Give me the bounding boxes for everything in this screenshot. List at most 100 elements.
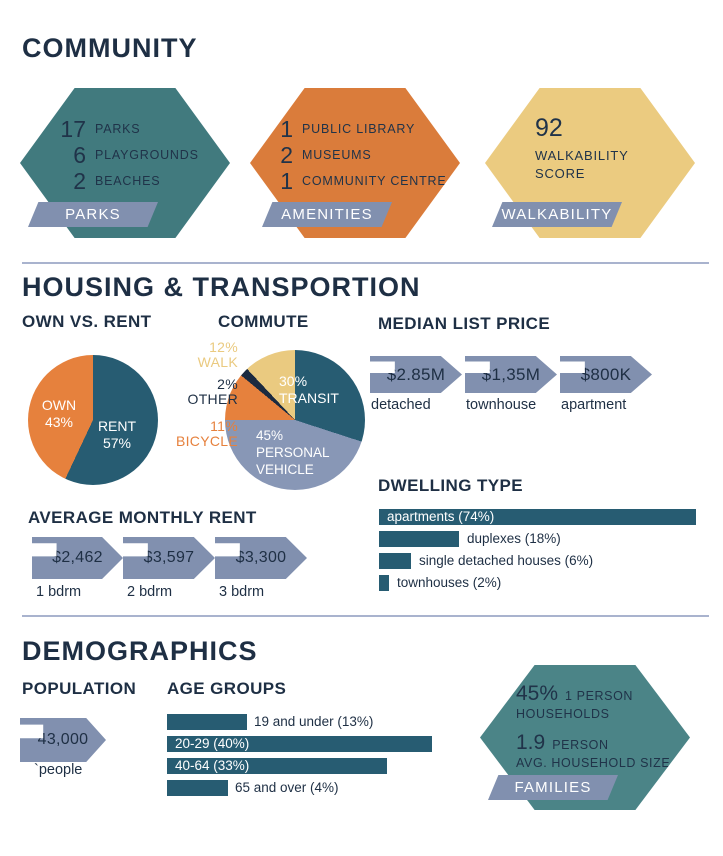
- community-centre-count: 1: [280, 168, 293, 194]
- bar-age-19-under-label: 19 and under (13%): [254, 714, 374, 729]
- one-bdrm-caption: 1 bdrm: [36, 584, 82, 600]
- walkability-score-label-2: SCORE: [535, 166, 586, 181]
- parks-banner: PARKS: [28, 202, 158, 227]
- community-centre-row: 1 COMMUNITY CENTRE: [280, 169, 447, 193]
- average-monthly-rent-title: AVERAGE MONTHLY RENT: [28, 508, 257, 527]
- townhouse-price: $1,35M: [481, 364, 541, 384]
- age-groups-title: AGE GROUPS: [167, 679, 287, 698]
- population-value: 43,000: [37, 731, 89, 748]
- detached-price-tag: $2.85M: [370, 356, 462, 393]
- bar-single-detached-label: single detached houses (6%): [419, 553, 594, 568]
- playgrounds-label: PLAYGROUNDS: [95, 148, 199, 162]
- museums-count: 2: [280, 142, 293, 168]
- library-label: PUBLIC LIBRARY: [302, 122, 416, 136]
- walkability-score: 92: [535, 114, 563, 142]
- walkability-banner: WALKABILITY: [492, 202, 622, 227]
- beaches-row: 2 BEACHES: [60, 169, 199, 193]
- parks-label: PARKS: [95, 122, 141, 136]
- beaches-label: BEACHES: [95, 174, 161, 188]
- parks-row: 17 PARKS: [60, 117, 199, 141]
- amenities-banner-label: AMENITIES: [281, 206, 373, 223]
- bar-age-19-under: [167, 714, 247, 730]
- personal-vehicle-slice-label: 45% PERSONAL VEHICLE: [256, 428, 330, 477]
- townhouse-price-tag: $1,35M: [465, 356, 557, 393]
- library-count: 1: [280, 116, 293, 142]
- amenities-banner: AMENITIES: [262, 202, 392, 227]
- walkability-banner-label: WALKABILITY: [501, 206, 613, 223]
- apartment-price: $800K: [580, 364, 632, 384]
- population-title: POPULATION: [22, 679, 137, 698]
- library-row: 1 PUBLIC LIBRARY: [280, 117, 447, 141]
- detached-caption: detached: [371, 397, 431, 413]
- bicycle-slice-callout: 11% BICYCLE: [175, 418, 238, 449]
- avg-household-line: 1.9 PERSON: [516, 731, 670, 755]
- three-bdrm-caption: 3 bdrm: [219, 584, 265, 600]
- dwelling-type-title: DWELLING TYPE: [378, 476, 523, 495]
- museums-label: MUSEUMS: [302, 148, 372, 162]
- own-vs-rent-pie-chart: OWN 43% RENT 57%: [28, 355, 158, 485]
- bar-single-detached: [379, 553, 411, 569]
- community-title: COMMUNITY: [22, 33, 198, 63]
- parks-stats: 17 PARKS 6 PLAYGROUNDS 2 BEACHES: [60, 117, 199, 195]
- bar-age-65-over-label: 65 and over (4%): [235, 780, 339, 795]
- own-slice-label: OWN 43%: [41, 397, 77, 430]
- playgrounds-row: 6 PLAYGROUNDS: [60, 143, 199, 167]
- person-label: PERSON: [552, 738, 609, 752]
- median-list-price-title: MEDIAN LIST PRICE: [378, 314, 551, 333]
- bar-apartments-label: apartments (74%): [387, 509, 495, 524]
- one-bdrm-rent-tag: $2,462: [32, 537, 123, 579]
- bar-townhouses-label: townhouses (2%): [397, 575, 502, 590]
- bar-duplexes: [379, 531, 459, 547]
- section-divider-2: [22, 615, 709, 617]
- parks-count: 17: [60, 116, 86, 142]
- two-bdrm-rent-tag: $3,597: [123, 537, 215, 579]
- avg-household-size-value: 1.9: [516, 731, 546, 754]
- museums-row: 2 MUSEUMS: [280, 143, 447, 167]
- avg-household-size-label: AVG. HOUSEHOLD SIZE: [516, 756, 671, 770]
- community-centre-label: COMMUNITY CENTRE: [302, 174, 447, 188]
- parks-banner-label: PARKS: [65, 206, 121, 223]
- bar-age-20-29: 20-29 (40%): [167, 736, 432, 752]
- bar-age-65-over: [167, 780, 228, 796]
- apartment-caption: apartment: [561, 397, 627, 413]
- three-bdrm-rent: $3,300: [235, 549, 287, 566]
- beaches-count: 2: [73, 168, 86, 194]
- one-person-label: 1 PERSON: [565, 689, 634, 703]
- housing-title: HOUSING & TRANSPORTION: [22, 272, 421, 302]
- rent-slice-label: RENT 57%: [97, 418, 137, 451]
- families-banner-label: FAMILIES: [514, 779, 592, 796]
- walk-slice-callout: 12% WALK: [197, 339, 238, 370]
- transit-slice-label: 30% TRANSIT: [279, 373, 339, 406]
- bar-townhouses: [379, 575, 389, 591]
- walkability-stats: 92 WALKABILITY SCORE: [535, 114, 629, 181]
- walkability-score-label-1: WALKABILITY: [535, 148, 629, 163]
- other-slice-callout: 2% OTHER: [187, 376, 238, 407]
- bar-age-40-64-label: 40-64 (33%): [175, 758, 250, 773]
- one-person-households-line: 45% 1 PERSON: [516, 682, 670, 706]
- detached-price: $2.85M: [386, 364, 446, 384]
- two-bdrm-caption: 2 bdrm: [127, 584, 173, 600]
- commute-title: COMMUTE: [218, 312, 309, 331]
- apartment-price-tag: $800K: [560, 356, 652, 393]
- one-person-households-pct: 45%: [516, 682, 559, 705]
- section-divider-1: [22, 262, 709, 264]
- bar-age-20-29-label: 20-29 (40%): [175, 736, 250, 751]
- bar-duplexes-label: duplexes (18%): [467, 531, 561, 546]
- amenities-stats: 1 PUBLIC LIBRARY 2 MUSEUMS 1 COMMUNITY C…: [280, 117, 447, 195]
- bar-age-40-64: 40-64 (33%): [167, 758, 387, 774]
- commute-pie-chart: 30% TRANSIT 45% PERSONAL VEHICLE: [225, 350, 365, 490]
- one-bdrm-rent: $2,462: [52, 549, 103, 566]
- townhouse-caption: townhouse: [466, 397, 537, 413]
- population-caption: `people: [34, 762, 83, 778]
- three-bdrm-rent-tag: $3,300: [215, 537, 307, 579]
- households-label: HOUSEHOLDS: [516, 707, 610, 721]
- two-bdrm-rent: $3,597: [143, 549, 195, 566]
- bar-apartments: apartments (74%): [379, 509, 696, 525]
- own-vs-rent-title: OWN VS. RENT: [22, 312, 152, 331]
- families-banner: FAMILIES: [488, 775, 618, 800]
- population-tag: 43,000: [20, 718, 106, 762]
- demographics-title: DEMOGRAPHICS: [22, 636, 258, 666]
- families-stats: 45% 1 PERSON HOUSEHOLDS 1.9 PERSON AVG. …: [516, 682, 670, 771]
- playgrounds-count: 6: [73, 142, 86, 168]
